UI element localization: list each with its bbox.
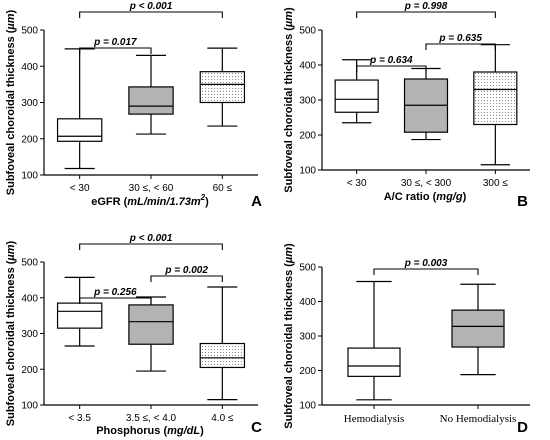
bracket-line [356,11,496,18]
box-iqr [128,304,174,345]
box-3 [199,47,246,127]
p-value-label: p = 0.634 [369,55,413,66]
significance-bracket: p = 0.017 [79,37,152,54]
p-value-label: p < 0.001 [129,233,173,244]
significance-bracket: p = 0.002 [150,265,223,282]
y-tick-label: 100 [299,401,316,412]
bracket-line [425,43,496,50]
box-iqr [451,309,505,348]
p-value-label: p = 0.256 [93,287,137,298]
y-tick-label: 300 [21,329,38,340]
significance-bracket: p = 0.998 [356,1,496,18]
box-iqr [347,347,401,377]
panel-letter: A [251,193,262,210]
bracket-line [373,268,479,275]
p-value-label: p = 0.998 [404,1,448,12]
x-tick-label: < 30 [347,178,367,189]
x-axis-label: Phosphorus (mg/dL) [96,425,204,437]
x-tick-label: Hemodialysis [344,413,405,425]
box-2 [451,283,505,376]
y-tick-label: 200 [21,365,38,376]
p-value-label: p = 0.635 [438,33,482,44]
panel-letter: B [517,193,528,210]
box-1 [56,48,103,170]
bracket-line [79,47,152,54]
y-tick-label: 200 [299,131,316,142]
y-tick-label: 100 [21,401,38,412]
panel-letter: C [251,419,262,436]
y-axis-label: Subfoveal choroidal thickness (µm) [283,243,295,429]
box-1 [56,276,103,347]
significance-bracket: p < 0.001 [79,1,223,18]
box-iqr [56,302,103,329]
significance-bracket: p = 0.635 [425,33,496,50]
y-tick-label: 400 [299,297,316,308]
y-tick-label: 500 [21,26,38,37]
y-axis-label: Subfoveal choroidal thickness (µm) [283,7,295,193]
y-tick-label: 400 [299,61,316,72]
box-3 [199,286,246,401]
box-iqr [334,79,379,113]
significance-bracket: p = 0.256 [79,287,152,304]
y-tick-label: 500 [21,258,38,269]
p-value-label: p = 0.002 [164,265,208,276]
x-tick-label: < 3.5 [68,413,91,424]
box-2 [403,67,449,141]
panel-B: 100 200 300 400 500 Subfoveal choroidal thick… [283,1,530,210]
bracket-line [79,243,223,250]
box-iqr [473,71,518,126]
box-2 [128,54,174,135]
y-tick-label: 100 [21,171,38,182]
x-tick-label: 300 ≤ [483,178,508,189]
y-tick-label: 300 [299,96,316,107]
x-axis-label: eGFR (mL/min/1.73m2) [91,193,209,208]
significance-bracket: p < 0.001 [79,233,223,250]
x-tick-label: 4.0 ≤ [211,413,234,424]
box-3 [473,44,518,166]
x-tick-label: No Hemodialysis [440,413,517,425]
bracket-line [79,297,152,304]
box-iqr [56,118,103,142]
panel-C: 100 200 300 400 500 Subfoveal choroidal thick… [5,233,262,437]
bracket-line [79,11,223,18]
p-value-label: p < 0.001 [129,1,173,12]
y-axis-label: Subfoveal choroidal thickness (µm) [5,9,17,195]
panel-D: 100 200 300 400 500 Subfoveal choroidal thick… [283,243,530,436]
x-tick-label: 3.5 ≤, < 4.0 [126,413,177,424]
x-tick-label: 30 ≤, < 60 [129,183,174,194]
y-tick-label: 500 [299,263,316,274]
x-axis-label: A/C ratio (mg/g) [384,191,467,203]
significance-bracket: p = 0.634 [356,55,427,72]
box-1 [347,280,401,401]
y-tick-label: 400 [21,293,38,304]
y-tick-label: 200 [21,134,38,145]
box-1 [334,59,379,124]
box-iqr [199,342,246,369]
y-tick-label: 300 [299,332,316,343]
box-iqr [199,71,246,104]
x-tick-label: 60 ≤ [213,183,233,194]
y-tick-label: 300 [21,98,38,109]
panel-letter: D [517,419,528,436]
bracket-line [356,65,427,72]
y-tick-label: 500 [299,26,316,37]
box-iqr [128,86,174,115]
y-tick-label: 200 [299,366,316,377]
x-tick-label: 30 ≤, < 300 [401,178,452,189]
significance-bracket: p = 0.003 [373,258,479,275]
y-axis-label: Subfoveal choroidal thickness (µm) [5,240,17,426]
panel-A: 100 200 300 400 500 Subfoveal choroidal thick… [5,1,262,210]
p-value-label: p = 0.017 [93,37,137,48]
x-tick-label: < 30 [70,183,90,194]
bracket-line [150,275,223,282]
y-tick-label: 100 [299,166,316,177]
y-tick-label: 400 [21,62,38,73]
p-value-label: p = 0.003 [404,258,448,269]
box-2 [128,296,174,372]
